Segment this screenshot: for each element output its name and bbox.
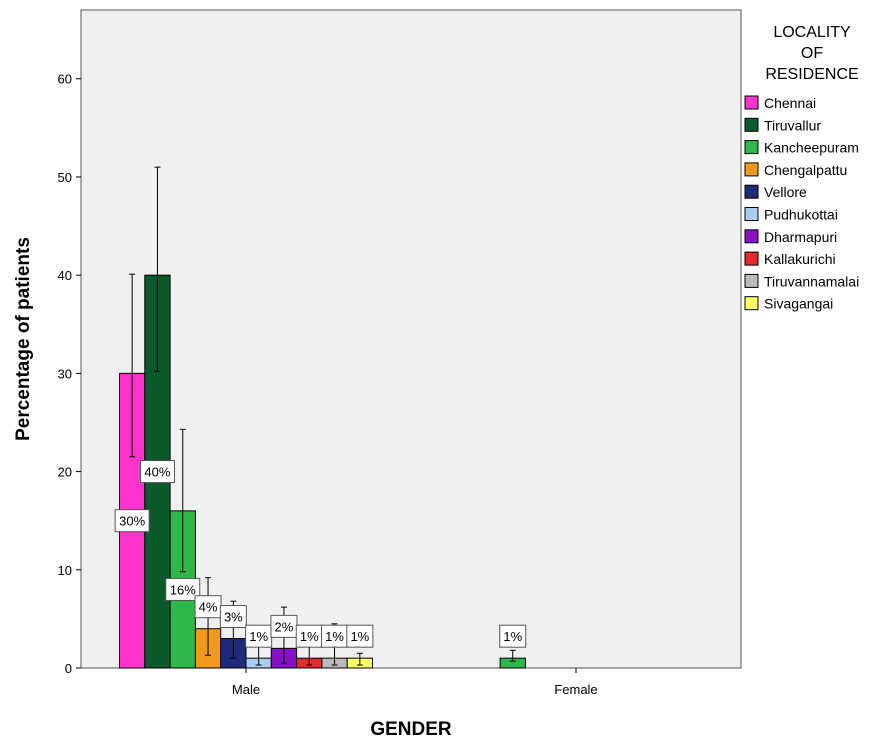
- bars-layer: [119, 166, 526, 669]
- data-label: 30%: [119, 514, 145, 529]
- data-label: 16%: [170, 582, 196, 597]
- legend: LOCALITY OF RESIDENCE Chennai Tiruvallur Kanc…: [744, 24, 859, 312]
- y-tick-label: 60: [58, 72, 72, 87]
- y-tick-label: 20: [58, 465, 72, 480]
- data-label-box: [139, 460, 175, 484]
- legend-swatch: [744, 251, 759, 266]
- y-axis-title: Percentage of patients: [13, 237, 34, 441]
- legend-title: LOCALITY: [773, 24, 851, 41]
- legend-swatch: [744, 162, 759, 177]
- legend-swatch: [744, 273, 759, 288]
- legend-label: Kancheepuram: [764, 140, 859, 156]
- data-label: 1%: [325, 629, 344, 644]
- x-axis-title: GENDER: [370, 719, 452, 740]
- y-tick-label: 30: [58, 366, 72, 381]
- legend-label: Chennai: [764, 95, 816, 111]
- data-label-box: [114, 509, 150, 533]
- data-label: 2%: [275, 619, 294, 634]
- legend-swatch: [744, 95, 759, 110]
- legend-swatch: [744, 207, 759, 221]
- data-label-box: [346, 624, 374, 648]
- axes-layer: 0 10 20 30 40 50 60 Male Female: [58, 72, 598, 697]
- data-label-box: [219, 605, 247, 629]
- legend-swatch: [744, 140, 759, 155]
- data-label-box: [165, 577, 201, 601]
- legend-label: Tiruvannamalai: [764, 273, 859, 289]
- legend-title: RESIDENCE: [765, 66, 858, 83]
- legend-label: Pudhukottai: [764, 207, 838, 223]
- legend-swatch: [744, 229, 759, 244]
- y-tick-label: 10: [58, 563, 72, 578]
- data-label: 1%: [503, 629, 522, 644]
- y-tick-label: 50: [58, 170, 72, 185]
- data-label: 40%: [144, 465, 170, 480]
- y-tick-label: 40: [58, 268, 72, 283]
- data-label: 1%: [350, 629, 369, 644]
- data-label: 3%: [224, 610, 243, 625]
- data-label: 1%: [249, 629, 268, 644]
- x-tick-label: Female: [554, 682, 597, 697]
- x-tick-label: Male: [232, 682, 260, 697]
- legend-swatch: [744, 117, 759, 132]
- data-label: 1%: [300, 629, 319, 644]
- legend-label: Vellore: [764, 184, 807, 200]
- y-tick-label: 0: [65, 661, 72, 676]
- legend-swatch: [744, 296, 759, 311]
- legend-label: Chengalpattu: [764, 162, 847, 178]
- legend-title: OF: [801, 45, 823, 62]
- data-label-box: [499, 624, 527, 648]
- legend-label: Tiruvallur: [764, 117, 821, 133]
- legend-swatch: [744, 184, 759, 199]
- data-labels-layer: 30% 40% 16% 1% 4% 3% 1% 2% 1% 1% 1%: [114, 460, 527, 648]
- legend-label: Dharmapuri: [764, 229, 837, 245]
- data-label: 4%: [199, 600, 218, 615]
- legend-label: Sivagangai: [764, 296, 833, 312]
- legend-label: Kallakurichi: [764, 251, 836, 267]
